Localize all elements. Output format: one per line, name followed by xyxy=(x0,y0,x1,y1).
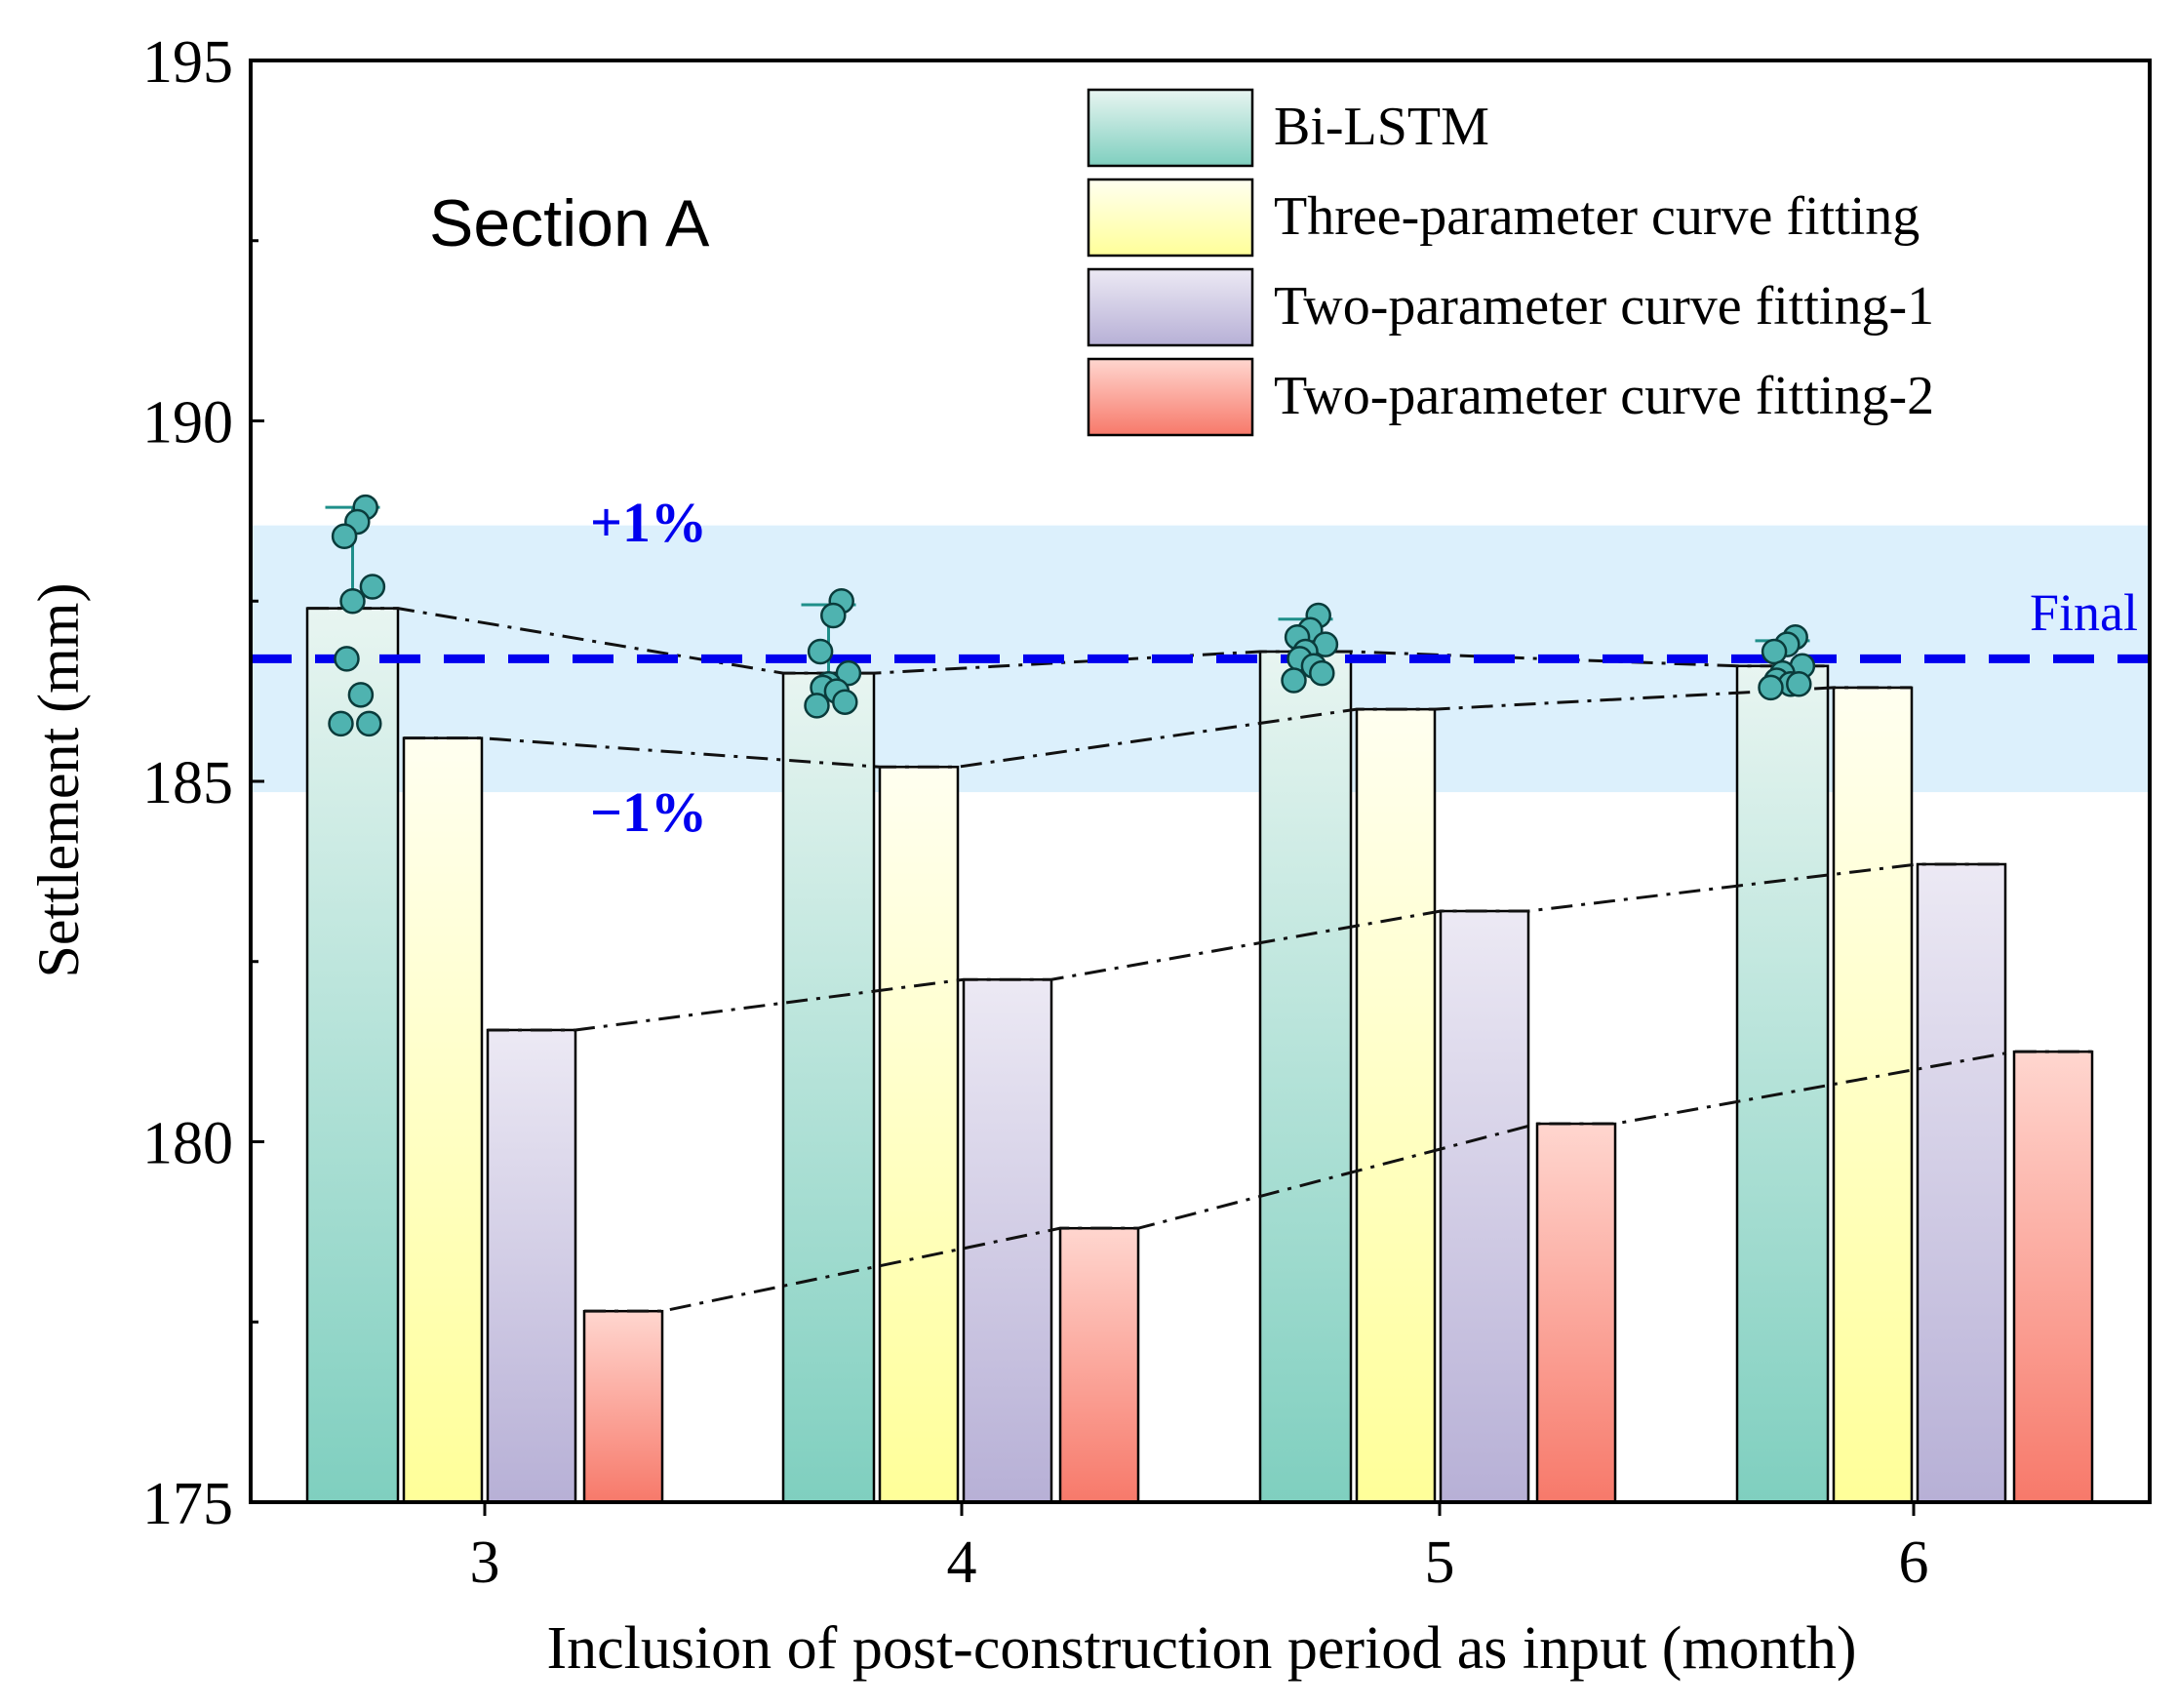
y-tick-label: 180 xyxy=(142,1111,233,1177)
bar-three-param-3 xyxy=(402,736,484,1502)
bar-bilstm-6 xyxy=(1735,664,1830,1502)
data-point xyxy=(1786,670,1812,697)
bar-two-param-2-4 xyxy=(1058,1226,1140,1502)
bar-two-param-2-6 xyxy=(2012,1050,2094,1502)
data-point xyxy=(1758,674,1784,701)
y-tick-label: 195 xyxy=(142,29,233,96)
bar-two-param-1-4 xyxy=(962,977,1053,1502)
legend-label-1: Bi-LSTM xyxy=(1274,97,1489,157)
bar-two-param-2-5 xyxy=(1535,1122,1617,1502)
x-tick-label: 3 xyxy=(470,1529,500,1596)
legend-swatch-2 xyxy=(1087,178,1254,258)
section-label: Section A xyxy=(429,186,710,260)
data-point xyxy=(331,523,358,549)
upper-tolerance-label: +1% xyxy=(590,491,707,554)
data-point xyxy=(339,588,366,615)
x-tick-label: 4 xyxy=(947,1529,977,1596)
data-point xyxy=(334,646,360,672)
x-axis-label: Inclusion of post-construction period as… xyxy=(546,1615,1856,1682)
bar-two-param-1-6 xyxy=(1916,862,2007,1502)
trend-line-3 xyxy=(488,862,2005,1032)
bar-bilstm-3 xyxy=(305,607,400,1502)
y-tick-label: 190 xyxy=(142,390,233,457)
bar-three-param-4 xyxy=(878,765,960,1502)
data-point xyxy=(804,693,830,719)
bar-two-param-2-3 xyxy=(582,1309,664,1502)
bar-bilstm-5 xyxy=(1258,650,1353,1502)
bar-three-param-6 xyxy=(1832,686,1914,1502)
bar-two-param-1-3 xyxy=(486,1028,577,1502)
bar-bilstm-4 xyxy=(781,671,876,1502)
data-point xyxy=(807,638,834,665)
legend-label-3: Two-parameter curve fitting-1 xyxy=(1274,276,1934,337)
data-point xyxy=(356,710,382,737)
x-tick-label: 6 xyxy=(1899,1529,1929,1596)
data-point xyxy=(359,574,386,600)
legend-swatch-3 xyxy=(1087,267,1254,347)
final-label: Final xyxy=(2030,583,2138,642)
y-axis-label: Settlement (mm) xyxy=(26,583,91,978)
legend-label-2: Three-parameter curve fitting xyxy=(1274,186,1920,247)
trend-line-2 xyxy=(404,686,1912,769)
data-point xyxy=(1281,667,1307,694)
data-point xyxy=(1309,659,1335,687)
y-tick-label: 175 xyxy=(142,1471,233,1537)
data-point xyxy=(820,602,847,629)
data-point xyxy=(835,659,862,687)
legend-swatch-1 xyxy=(1087,88,1254,168)
data-point xyxy=(832,689,858,715)
legend-swatch-4 xyxy=(1087,357,1254,437)
data-point xyxy=(347,682,375,708)
lower-tolerance-label: −1% xyxy=(590,780,707,844)
legend-label-4: Two-parameter curve fitting-2 xyxy=(1274,366,1934,426)
y-tick-label: 185 xyxy=(142,750,233,816)
bar-three-param-5 xyxy=(1355,707,1437,1502)
data-point xyxy=(328,710,354,737)
trend-line-4 xyxy=(584,1050,2092,1313)
bar-two-param-1-5 xyxy=(1439,909,1530,1502)
data-point xyxy=(1761,638,1788,665)
x-tick-label: 5 xyxy=(1425,1529,1455,1596)
